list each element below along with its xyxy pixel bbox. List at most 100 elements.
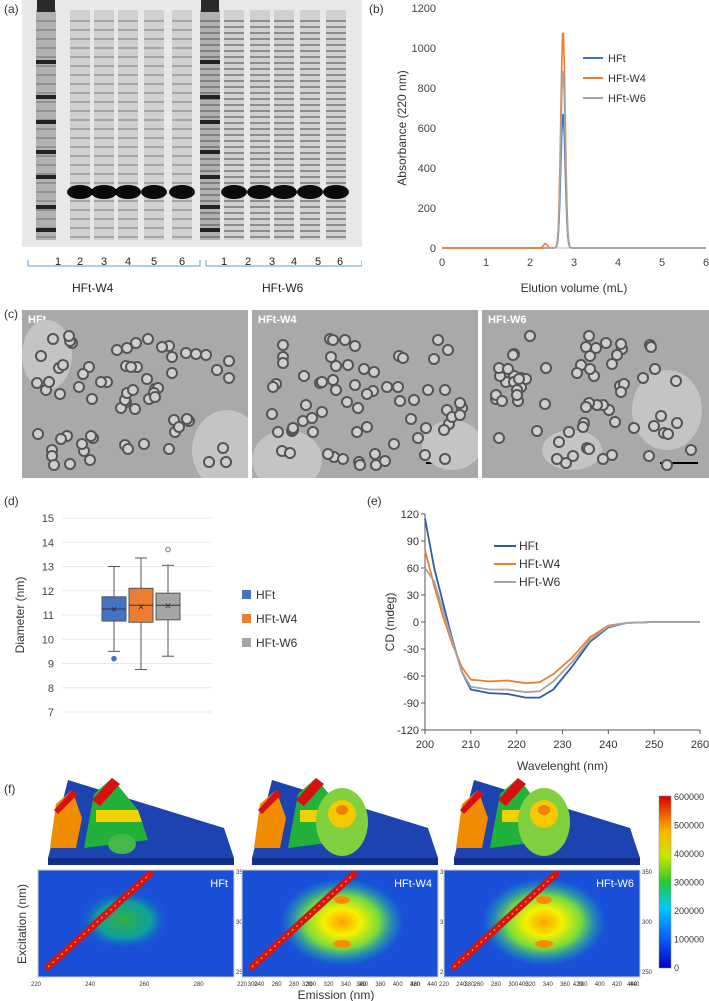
y-tick-label: 30 (407, 590, 419, 602)
gel-band (118, 128, 138, 130)
ferritin-particle (510, 388, 523, 401)
gel-band (70, 227, 90, 229)
ferritin-particle (361, 387, 374, 400)
ferritin-particle (57, 359, 70, 372)
ferritin-particle (211, 364, 224, 377)
gel-band (144, 182, 164, 184)
ferritin-particle (422, 383, 435, 396)
gel-band (200, 92, 220, 94)
ferritin-particle (427, 353, 440, 366)
gel-marker-band (200, 120, 220, 124)
ferritin-particle (562, 426, 575, 439)
y-tick-label: 10 (42, 634, 54, 646)
gel-band (36, 236, 56, 238)
gel-major-band (271, 185, 297, 199)
gel-band (300, 44, 320, 46)
gel-band (224, 158, 244, 160)
ferritin-particle (277, 357, 290, 370)
x-tick-label: 280 (491, 982, 502, 988)
gel-band (300, 140, 320, 142)
gel-band (224, 212, 244, 214)
gel-major-band (115, 185, 141, 199)
ferritin-particle (648, 363, 661, 376)
gel-band (94, 227, 114, 229)
ferritin-particle (46, 332, 59, 345)
gel-band (172, 47, 192, 49)
x-tick-label: 5 (659, 257, 665, 269)
x-tick-label: 360 (560, 982, 571, 988)
gel-band (274, 128, 294, 130)
gel-band (224, 236, 244, 238)
gel-band (300, 146, 320, 148)
ferritin-particle (540, 361, 553, 374)
gel-image (22, 0, 362, 247)
tem-label-hft-w4: HFt-W4 (258, 314, 297, 326)
gel-band (70, 56, 90, 58)
map-label: HFt-W6 (596, 878, 634, 890)
gel-band (172, 182, 192, 184)
gel-band (118, 137, 138, 139)
gel-band (94, 101, 114, 103)
x-tick-label: 240 (254, 982, 265, 988)
gel-band (200, 80, 220, 82)
gel-band (36, 74, 56, 76)
gel-band (326, 128, 346, 130)
gel-band (300, 20, 320, 22)
gel-band (172, 164, 192, 166)
ferritin-particle (42, 376, 55, 389)
gel-band (118, 236, 138, 238)
series-line-hft-w6 (442, 70, 706, 249)
gel-marker-top (37, 0, 55, 12)
ferritin-particle (223, 354, 236, 367)
ferritin-particle (614, 338, 627, 351)
ferritin-particle (142, 333, 155, 346)
gel-band (274, 176, 294, 178)
gel-band (274, 218, 294, 220)
gel-band (118, 182, 138, 184)
x-tick-label: 240 (599, 739, 617, 751)
ferritin-particle (337, 452, 350, 465)
series-line-hft-w4 (442, 32, 706, 249)
gel-band (36, 92, 56, 94)
ferritin-particle (286, 422, 299, 435)
gel-band (300, 182, 320, 184)
gel-major-band (247, 185, 273, 199)
x-tick-label: 200 (416, 739, 434, 751)
gel-band (250, 32, 270, 34)
panel-label-a: (a) (4, 2, 19, 16)
ferritin-particle (438, 384, 451, 397)
gel-band (326, 146, 346, 148)
rayleigh-scatter-core (251, 873, 355, 968)
gel-band (300, 224, 320, 226)
gel-band (70, 137, 90, 139)
surface-ridge (50, 790, 82, 848)
x-tick-label: 340 (356, 982, 367, 988)
gel-band (36, 209, 56, 211)
gel-band (118, 119, 138, 121)
x-tick-label: 4 (615, 257, 621, 269)
ferritin-particle (327, 373, 340, 386)
gel-marker-band (36, 95, 56, 99)
panel-label-d: (d) (4, 494, 19, 508)
gel-band (250, 158, 270, 160)
gel-band (94, 155, 114, 157)
gel-band (326, 170, 346, 172)
gel-band (36, 29, 56, 31)
surface-ridge (254, 790, 286, 848)
contour-map-frame (443, 869, 641, 978)
gel-band (300, 236, 320, 238)
gel-band (36, 137, 56, 139)
ferritin-particle (614, 386, 627, 399)
ferritin-particle (648, 420, 661, 433)
gel-band (224, 122, 244, 124)
ferritin-particle (643, 450, 656, 463)
ferritin-particle (597, 452, 610, 465)
gel-band (200, 104, 220, 106)
y-tick-label: -30 (403, 644, 419, 656)
gel-band (94, 218, 114, 220)
x-tick-label: 360 (358, 982, 369, 988)
ferritin-particle (637, 371, 650, 384)
gel-band (172, 110, 192, 112)
ferritin-particle (501, 363, 514, 376)
panel-label-e: (e) (367, 494, 382, 508)
